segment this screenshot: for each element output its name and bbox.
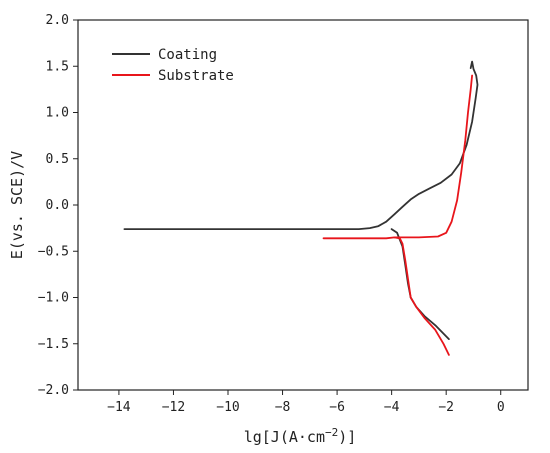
legend-label-coating: Coating [158,47,217,63]
x-tick-label: −8 [275,400,291,415]
series-line-substrate-3 [393,74,473,239]
x-tick-label: −6 [329,400,345,415]
legend-label-substrate: Substrate [158,68,234,84]
y-tick-label: −2.0 [38,383,69,398]
series-line-coating-1 [390,228,450,340]
y-tick-label: 0.0 [46,198,69,213]
series-line-substrate-2 [322,236,450,356]
y-axis-title: E(vs. SCE)/V [8,151,26,259]
y-tick-label: −1.0 [38,291,69,306]
x-axis-title-main: lg[J(A·cm [244,428,325,446]
series-line-coating-0 [123,60,479,230]
x-tick-label: 0 [497,400,505,415]
y-tick-label: −0.5 [38,244,69,259]
legend: Coating Substrate [112,47,234,84]
y-tick-label: 1.5 [46,59,69,74]
y-tick-label: 0.5 [46,152,69,167]
x-axis-title: lg[J(A·cm−2)] [244,426,357,446]
x-tick-label: −4 [384,400,400,415]
series-layer [123,60,479,356]
y-tick-label: 1.0 [46,106,69,121]
x-axis: −14 −12 −10 −8 −6 −4 −2 0 [107,390,505,415]
x-tick-label: −12 [162,400,185,415]
y-tick-label: −1.5 [38,337,69,352]
x-axis-title-end: )] [338,428,356,446]
x-axis-title-sup: −2 [325,426,338,439]
x-tick-label: −14 [107,400,131,415]
x-tick-label: −2 [438,400,454,415]
x-tick-label: −10 [216,400,239,415]
y-axis: −2.0 −1.5 −1.0 −0.5 0.0 0.5 1.0 1.5 2.0 [38,13,78,398]
y-tick-label: 2.0 [46,13,69,28]
